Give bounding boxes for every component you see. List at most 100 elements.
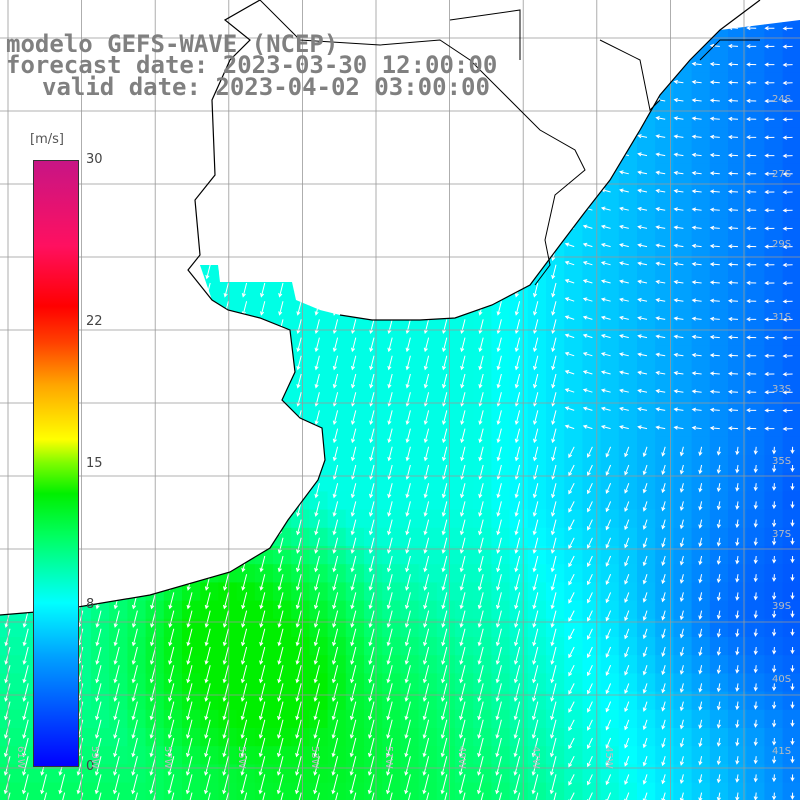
wind-arrow <box>241 519 248 536</box>
wind-speed-cell <box>709 618 729 638</box>
wind-speed-cell <box>455 236 474 256</box>
wind-speed-cell <box>673 637 693 656</box>
wind-arrow <box>441 210 448 225</box>
wind-arrow <box>496 282 502 298</box>
wind-speed-cell <box>309 109 329 128</box>
wind-speed-cell <box>382 400 401 420</box>
wind-speed-cell <box>691 673 711 693</box>
wind-arrow <box>405 210 411 225</box>
wind-arrow <box>460 392 466 407</box>
wind-speed-cell <box>600 36 620 56</box>
wind-speed-cell <box>163 109 183 128</box>
wind-arrow <box>241 592 248 610</box>
wind-arrow <box>586 464 593 477</box>
wind-arrow <box>709 371 720 376</box>
wind-speed-cell <box>91 200 110 219</box>
latitude-label: 41S <box>772 746 792 757</box>
wind-arrow <box>405 501 411 517</box>
wind-arrow <box>296 355 302 371</box>
wind-arrow <box>619 42 629 48</box>
wind-arrow <box>278 228 284 243</box>
wind-arrow <box>716 756 721 766</box>
wind-speed-cell <box>418 236 438 256</box>
wind-arrow <box>673 116 684 121</box>
wind-arrow <box>716 774 721 784</box>
wind-arrow <box>113 701 120 721</box>
wind-arrow <box>96 173 102 189</box>
wind-arrow <box>477 719 484 739</box>
wind-arrow <box>727 225 739 231</box>
wind-arrow <box>532 282 539 298</box>
wind-speed-cell <box>782 273 800 292</box>
wind-arrow <box>624 519 630 531</box>
wind-arrow <box>276 737 284 758</box>
wind-arrow <box>369 155 375 171</box>
wind-arrow <box>259 319 266 334</box>
wind-speed-cell <box>273 418 292 438</box>
wind-speed-cell <box>364 582 383 602</box>
wind-arrow <box>673 425 684 430</box>
wind-speed-cell <box>527 728 547 747</box>
wind-speed-cell <box>546 600 565 620</box>
wind-speed-cell <box>236 655 256 674</box>
wind-speed-cell <box>764 509 784 529</box>
wind-speed-cell <box>218 309 238 329</box>
wind-arrow <box>423 228 430 243</box>
wind-speed-cell <box>254 345 274 365</box>
wind-arrow <box>423 100 430 116</box>
wind-arrow <box>204 683 211 702</box>
wind-speed-cell <box>709 637 729 656</box>
wind-speed-cell <box>418 182 438 201</box>
wind-arrow <box>423 337 430 353</box>
wind-arrow <box>205 319 211 334</box>
wind-arrow <box>746 226 757 231</box>
wind-speed-cell <box>400 691 420 711</box>
wind-speed-cell <box>728 709 747 729</box>
wind-speed-cell <box>564 509 583 529</box>
wind-speed-cell <box>18 0 37 19</box>
wind-arrow <box>582 78 593 84</box>
wind-speed-cell <box>764 382 784 401</box>
wind-speed-cell <box>673 582 693 602</box>
wind-speed-cell <box>728 527 747 547</box>
wind-arrow <box>582 260 593 266</box>
wind-speed-cell <box>618 691 638 711</box>
wind-speed-cell <box>564 527 583 547</box>
wind-arrow <box>258 737 266 758</box>
wind-speed-cell <box>400 709 420 729</box>
wind-speed-cell <box>600 455 620 474</box>
wind-arrow <box>332 337 339 353</box>
wind-arrow <box>278 137 284 152</box>
wind-speed-cell <box>437 0 456 19</box>
wind-speed-cell <box>327 236 347 256</box>
wind-speed-cell <box>109 345 128 365</box>
wind-speed-cell <box>218 491 238 511</box>
wind-arrow <box>23 337 29 353</box>
wind-speed-cell <box>345 200 365 219</box>
wind-arrow <box>422 665 430 684</box>
wind-speed-cell <box>109 291 128 310</box>
wind-speed-cell <box>382 491 401 511</box>
wind-speed-cell <box>509 709 529 729</box>
wind-speed-cell <box>0 673 19 693</box>
wind-arrow <box>114 155 120 171</box>
wind-arrow <box>259 119 266 134</box>
wind-arrow <box>405 373 411 389</box>
wind-arrow <box>600 406 611 411</box>
wind-arrow <box>691 225 702 230</box>
wind-speed-cell <box>764 291 784 310</box>
wind-speed-cell <box>709 782 729 800</box>
wind-speed-cell <box>291 236 310 256</box>
wind-arrow <box>332 464 339 480</box>
wind-speed-cell <box>109 163 128 183</box>
wind-speed-cell <box>273 491 292 511</box>
wind-arrow <box>277 537 284 554</box>
wind-arrow <box>77 264 84 280</box>
wind-arrow <box>422 792 430 800</box>
wind-speed-cell <box>436 655 456 674</box>
wind-speed-cell <box>473 182 492 201</box>
wind-arrow <box>205 537 211 554</box>
wind-arrow <box>619 133 629 139</box>
wind-arrow <box>691 243 702 249</box>
wind-speed-cell <box>509 509 529 529</box>
